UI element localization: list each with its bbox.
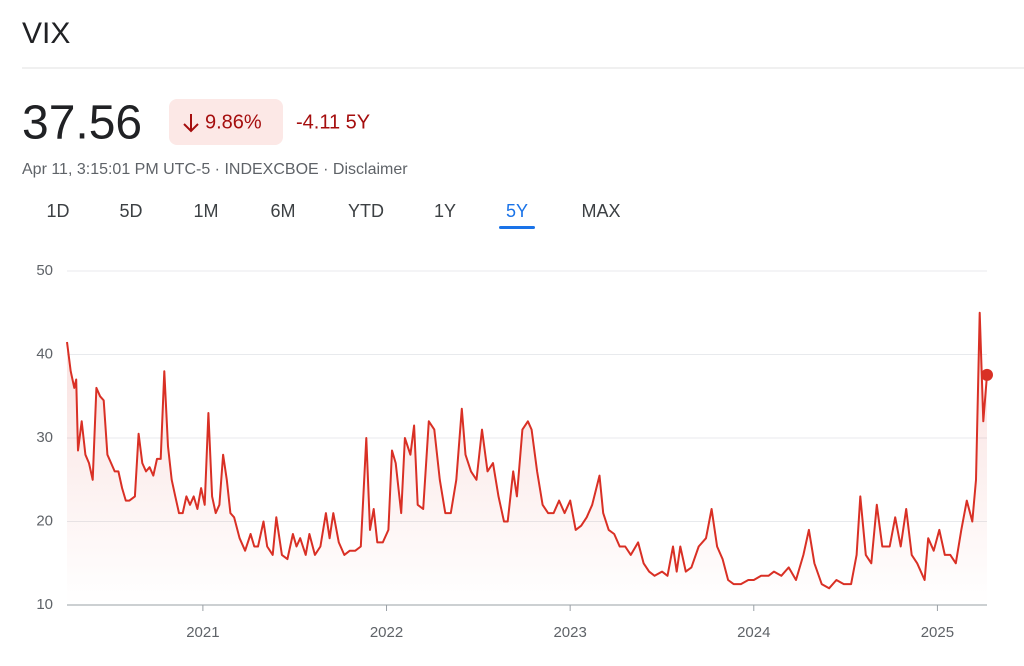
change: -4.11 5Y [296,111,370,133]
tab-underline [499,226,535,229]
y-tick-label: 40 [36,345,53,362]
tab[interactable]: 6M [270,201,295,221]
change-badge [169,99,283,145]
tab[interactable]: 1Y [434,201,456,221]
tab[interactable]: 1M [193,201,218,221]
down-arrow [183,114,199,133]
change-percent: 9.86% [205,111,262,133]
x-tick-label: 2025 [921,624,954,641]
tab[interactable]: 5D [119,201,142,221]
x-tick-label: 2021 [186,624,219,641]
tab[interactable]: YTD [348,201,384,221]
price: 37.56 [22,97,142,150]
x-tick-label: 2022 [370,624,403,641]
y-tick-label: 30 [36,429,53,446]
x-tick-label: 2024 [737,624,770,641]
line [66,311,988,590]
y-tick-label: 10 [36,596,53,613]
y-tick-label: 50 [36,262,53,279]
meta: Apr 11, 3:15:01 PM UTC-5 · INDEXCBOE · D… [22,161,408,178]
y-tick-label: 20 [36,512,53,529]
title: VIX [22,17,70,50]
tab[interactable]: MAX [581,201,620,221]
area [67,312,987,605]
tab[interactable]: 1D [46,201,69,221]
last-point [981,368,993,381]
x-tick-label: 2023 [553,624,586,641]
tab[interactable]: 5Y [506,201,528,221]
